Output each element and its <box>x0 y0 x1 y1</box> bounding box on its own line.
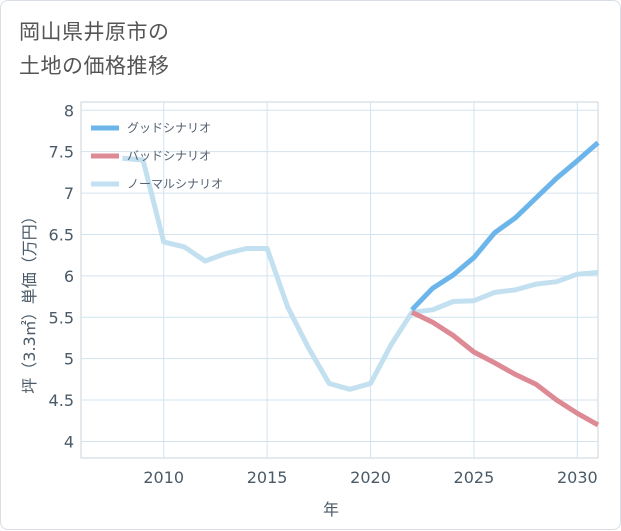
series-line-0 <box>410 140 600 312</box>
y-tick-label: 7.5 <box>49 143 74 162</box>
legend-label: グッドシナリオ <box>127 121 211 135</box>
grid-lines <box>81 102 598 458</box>
chart-title-line-1: 岡山県井原市の <box>19 20 170 44</box>
legend-item: ノーマルシナリオ <box>91 177 223 191</box>
legend-item: バッドシナリオ <box>91 149 211 163</box>
series-line-2 <box>122 155 599 392</box>
y-tick-label: 5.5 <box>49 308 74 327</box>
series-line-1 <box>410 310 600 428</box>
tick-labels: 2010 2015 2020 2025 2030 4 4.5 5 5.5 6 6.5 7 7.5 8 <box>49 101 598 487</box>
legend-label: バッドシナリオ <box>127 149 211 163</box>
plot-area <box>80 101 599 459</box>
y-tick-label: 6.5 <box>49 225 74 244</box>
chart-title: 岡山県井原市の 土地の価格推移 <box>19 15 170 83</box>
y-axis-label: 坪（3.3㎡）単価（万円） <box>20 208 39 393</box>
y-tick-label: 5 <box>64 350 74 369</box>
legend-item: グッドシナリオ <box>91 121 211 135</box>
y-tick-label: 8 <box>64 101 74 120</box>
x-axis-label: 年 <box>323 500 339 519</box>
x-tick-label: 2020 <box>350 468 391 487</box>
legend-label: ノーマルシナリオ <box>127 177 223 191</box>
x-tick-label: 2025 <box>454 468 495 487</box>
x-tick-label: 2030 <box>557 468 598 487</box>
y-tick-label: 4 <box>64 432 74 451</box>
y-tick-label: 4.5 <box>49 391 74 410</box>
y-tick-label: 7 <box>64 184 74 203</box>
chart-title-line-2: 土地の価格推移 <box>19 54 170 78</box>
x-tick-label: 2010 <box>143 468 184 487</box>
series-lines <box>122 140 600 428</box>
y-tick-label: 6 <box>64 267 74 286</box>
x-tick-label: 2015 <box>247 468 288 487</box>
